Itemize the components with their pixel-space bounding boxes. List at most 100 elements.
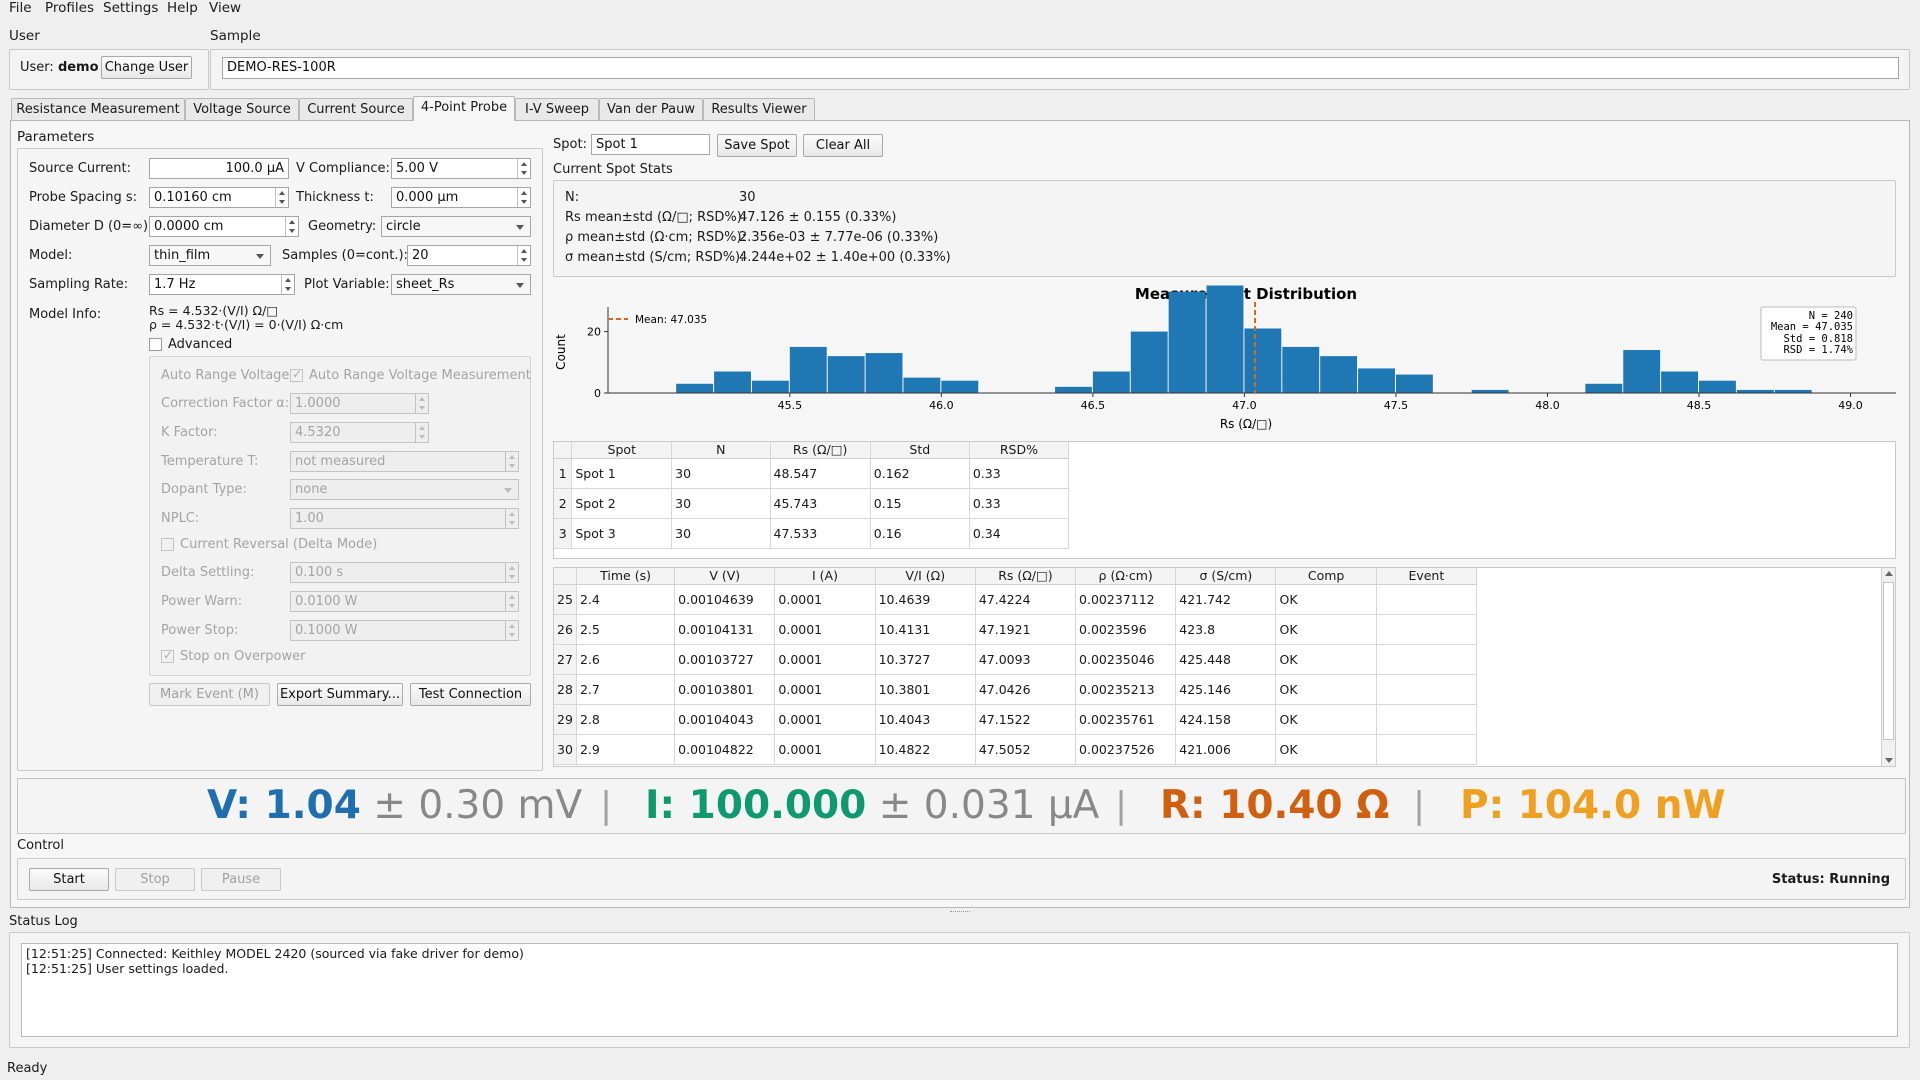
corner-cell <box>554 568 577 585</box>
tab-voltage-source[interactable]: Voltage Source <box>185 98 299 120</box>
table-row[interactable]: 25 2.4 0.00104639 0.0001 10.4639 47.4224 0.002… <box>554 584 1478 615</box>
table-row[interactable]: 3 Spot 3 30 47.533 0.16 0.34 <box>554 518 1070 549</box>
spin-arrows-icon[interactable] <box>275 188 288 207</box>
splitter-handle[interactable] <box>950 911 970 913</box>
spin-arrows-icon[interactable] <box>281 275 294 294</box>
spot-input[interactable]: Spot 1 <box>591 134 710 155</box>
col-header[interactable]: RSD% <box>969 442 1070 459</box>
col-header[interactable]: Std <box>870 442 970 459</box>
test-connection-button[interactable]: Test Connection <box>410 683 531 706</box>
table-row[interactable]: 27 2.6 0.00103727 0.0001 10.3727 47.0093 0.002… <box>554 644 1478 675</box>
col-header[interactable]: Rs (Ω/□) <box>975 568 1077 585</box>
current-reversal-checkbox[interactable] <box>161 538 174 551</box>
histogram-bar <box>676 383 714 393</box>
tab-iv-sweep[interactable]: I-V Sweep <box>515 98 599 120</box>
stats-rs-label: Rs mean±std (Ω/□; RSD%): <box>565 210 747 225</box>
table-cell <box>1376 674 1478 705</box>
table-row[interactable]: 2 Spot 2 30 45.743 0.15 0.33 <box>554 488 1070 519</box>
diameter-spinbox[interactable]: 0.0000 cm <box>149 216 299 237</box>
source-current-input[interactable]: 100.0 µA <box>149 158 289 179</box>
col-header[interactable]: N <box>671 442 771 459</box>
export-summary-button[interactable]: Export Summary... <box>277 683 403 706</box>
spin-arrows-icon[interactable] <box>505 509 518 528</box>
spin-arrows-icon[interactable] <box>505 592 518 611</box>
samples-spinbox[interactable]: 20 <box>407 245 531 266</box>
table-row[interactable]: 28 2.7 0.00103801 0.0001 10.3801 47.0426 0.002… <box>554 674 1478 705</box>
table-row[interactable]: 26 2.5 0.00104131 0.0001 10.4131 47.1921 0.002… <box>554 614 1478 645</box>
spin-arrows-icon[interactable] <box>505 621 518 640</box>
col-header[interactable]: V (V) <box>674 568 776 585</box>
change-user-button[interactable]: Change User <box>101 56 192 79</box>
dopant-select[interactable]: none <box>290 479 519 500</box>
delta-settling-spinbox[interactable]: 0.100 s <box>290 562 519 583</box>
correction-spinbox[interactable]: 1.0000 <box>290 393 429 414</box>
table-row[interactable]: 1 Spot 1 30 48.547 0.162 0.33 <box>554 458 1070 489</box>
table-cell: 0.0001 <box>774 584 876 615</box>
probe-spacing-spinbox[interactable]: 0.10160 cm <box>149 187 289 208</box>
col-header[interactable]: Time (s) <box>576 568 676 585</box>
col-header[interactable]: Spot <box>571 442 673 459</box>
tab-results-viewer[interactable]: Results Viewer <box>703 98 815 120</box>
table-cell: 2.9 <box>576 734 676 765</box>
spin-arrows-icon[interactable] <box>415 394 428 413</box>
tab-4-point-probe[interactable]: 4-Point Probe <box>413 96 515 121</box>
geometry-select[interactable]: circle <box>381 216 531 237</box>
col-header[interactable]: I (A) <box>774 568 876 585</box>
table-cell: 421.742 <box>1175 584 1277 615</box>
table-cell: 425.448 <box>1175 644 1277 675</box>
auto-range-checkbox[interactable] <box>290 367 303 382</box>
menu-settings[interactable]: Settings <box>103 0 159 16</box>
pause-button[interactable]: Pause <box>201 868 281 891</box>
stop-overpower-checkbox[interactable] <box>161 648 174 663</box>
table-row[interactable]: 29 2.8 0.00104043 0.0001 10.4043 47.1522 0.002… <box>554 704 1478 735</box>
tab-current-source[interactable]: Current Source <box>299 98 413 120</box>
row-number: 28 <box>554 674 577 705</box>
stop-button[interactable]: Stop <box>115 868 195 891</box>
v-compliance-spinbox[interactable]: 5.00 V <box>391 158 531 179</box>
spin-arrows-icon[interactable] <box>517 188 530 207</box>
menu-view[interactable]: View <box>209 0 242 16</box>
scroll-up-icon[interactable] <box>1885 571 1893 576</box>
col-header[interactable]: ρ (Ω·cm) <box>1075 568 1177 585</box>
tab-resistance-measurement[interactable]: Resistance Measurement <box>11 98 185 120</box>
tab-van-der-pauw[interactable]: Van der Pauw <box>599 98 703 120</box>
k-factor-label: K Factor: <box>161 425 218 440</box>
col-header[interactable]: Comp <box>1275 568 1377 585</box>
clear-all-button[interactable]: Clear All <box>803 134 883 157</box>
col-header[interactable]: V/I (Ω) <box>875 568 976 585</box>
col-header[interactable]: Rs (Ω/□) <box>770 442 871 459</box>
power-stop-spinbox[interactable]: 0.1000 W <box>290 620 519 641</box>
spin-arrows-icon[interactable] <box>505 563 518 582</box>
data-table-scrollbar[interactable] <box>1881 568 1895 766</box>
start-button[interactable]: Start <box>29 868 109 891</box>
menu-file[interactable]: File <box>9 0 32 16</box>
scroll-down-icon[interactable] <box>1885 758 1893 763</box>
thickness-spinbox[interactable]: 0.000 µm <box>391 187 531 208</box>
mark-event-button[interactable]: Mark Event (M) <box>149 683 270 706</box>
spin-arrows-icon[interactable] <box>505 452 518 471</box>
plot-variable-select[interactable]: sheet_Rs <box>391 274 531 295</box>
advanced-checkbox[interactable] <box>149 338 162 351</box>
status-log-text[interactable]: [12:51:25] Connected: Keithley MODEL 242… <box>21 943 1898 1037</box>
spin-arrows-icon[interactable] <box>517 159 530 178</box>
source-current-label: Source Current: <box>29 161 131 176</box>
menu-help[interactable]: Help <box>167 0 198 16</box>
sample-input[interactable]: DEMO-RES-100R <box>222 57 1899 79</box>
scrollbar-thumb[interactable] <box>1883 582 1894 740</box>
table-row[interactable]: 30 2.9 0.00104822 0.0001 10.4822 47.5052 0.002… <box>554 734 1478 765</box>
col-header[interactable]: Event <box>1376 568 1478 585</box>
spin-arrows-icon[interactable] <box>415 423 428 442</box>
histogram-bar <box>751 380 789 393</box>
power-warn-spinbox[interactable]: 0.0100 W <box>290 591 519 612</box>
temperature-spinbox[interactable]: not measured <box>290 451 519 472</box>
col-header[interactable]: σ (S/cm) <box>1175 568 1277 585</box>
k-factor-spinbox[interactable]: 4.5320 <box>290 422 429 443</box>
spin-arrows-icon[interactable] <box>285 217 298 236</box>
histogram-bar <box>789 346 827 393</box>
spin-arrows-icon[interactable] <box>517 246 530 265</box>
model-select[interactable]: thin_film <box>149 245 271 266</box>
sampling-rate-spinbox[interactable]: 1.7 Hz <box>149 274 295 295</box>
menu-profiles[interactable]: Profiles <box>45 0 95 16</box>
save-spot-button[interactable]: Save Spot <box>717 134 797 157</box>
nplc-spinbox[interactable]: 1.00 <box>290 508 519 529</box>
